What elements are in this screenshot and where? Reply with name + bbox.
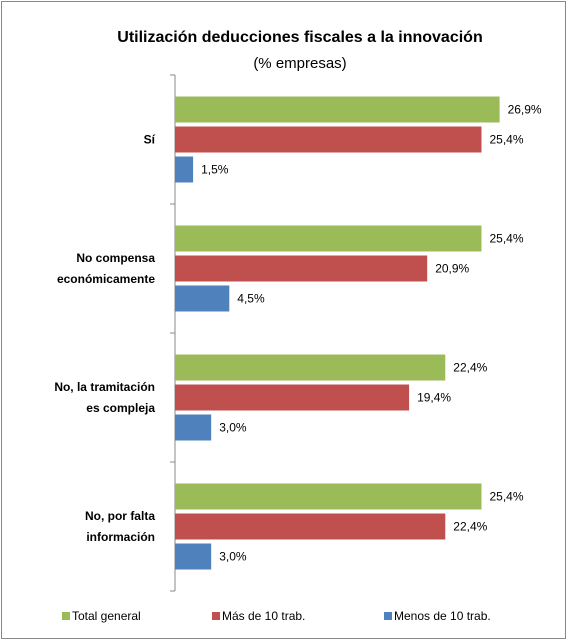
bar [175, 285, 230, 312]
data-label: 25,4% [489, 232, 523, 246]
bar [175, 225, 482, 252]
chart-title: Utilización deducciones fiscales a la in… [117, 29, 482, 46]
legend-swatch [62, 612, 70, 620]
data-label: 26,9% [508, 103, 542, 117]
legend-label: Total general [72, 609, 141, 623]
data-label: 22,4% [453, 361, 487, 375]
bar [175, 96, 500, 123]
data-label: 4,5% [237, 292, 265, 306]
data-label: 20,9% [435, 262, 469, 276]
data-label: 3,0% [219, 550, 247, 564]
legend-swatch [384, 612, 392, 620]
data-label: 25,4% [489, 133, 523, 147]
bar [175, 384, 410, 411]
bar [175, 255, 428, 282]
data-label: 22,4% [453, 520, 487, 534]
data-label: 25,4% [489, 490, 523, 504]
bar [175, 126, 482, 153]
bar [175, 543, 212, 570]
bar [175, 483, 482, 510]
legend-label: Más de 10 trab. [222, 609, 305, 623]
bar [175, 156, 194, 183]
bar [175, 414, 212, 441]
y-tick-label: No, por falta información [84, 508, 155, 544]
y-tick-label: Sí [143, 132, 155, 146]
y-tick-label: No compensa económicamente [56, 250, 155, 286]
data-label: 3,0% [219, 421, 247, 435]
legend-label: Menos de 10 trab. [394, 609, 491, 623]
bar [175, 354, 446, 381]
data-label: 1,5% [201, 163, 229, 177]
y-tick-label: No, la tramitación es compleja [54, 379, 155, 415]
chart-subtitle: (% empresas) [253, 55, 346, 72]
bar [175, 513, 446, 540]
data-label: 19,4% [417, 391, 451, 405]
legend-swatch [212, 612, 220, 620]
